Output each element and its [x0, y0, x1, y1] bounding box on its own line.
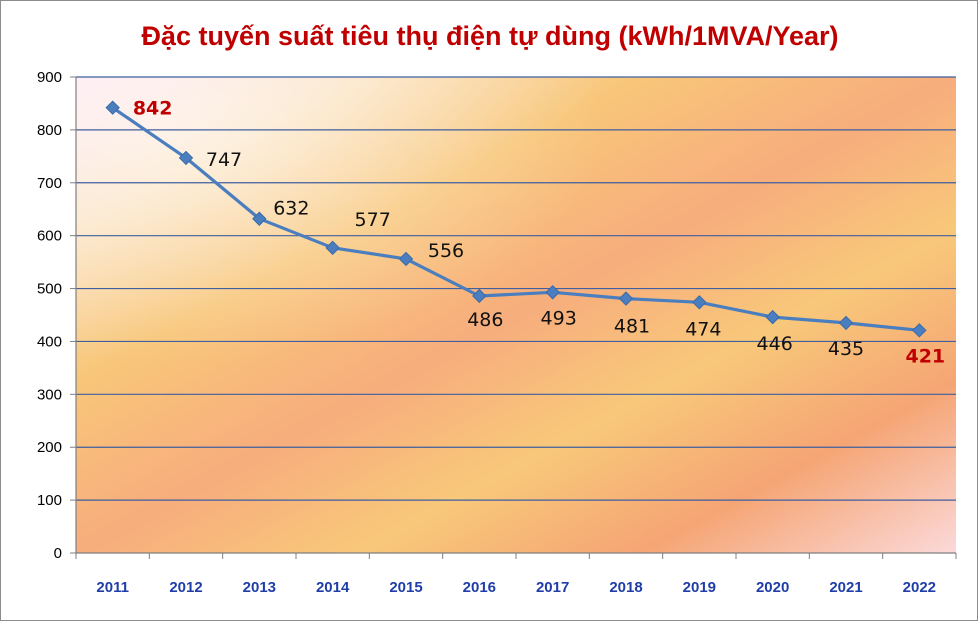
y-axis-tick-labels: 0 100 200 300 400 500 600 700 800 900: [37, 69, 62, 562]
data-markers: [105, 100, 927, 338]
x-tick-label: 2022: [903, 579, 936, 596]
x-tick-label: 2011: [96, 579, 129, 596]
y-tick-label: 100: [37, 492, 62, 509]
data-point-marker: [472, 288, 487, 304]
chart-title: Đặc tuyến suất tiêu thụ điện tự dùng (kW…: [141, 21, 838, 51]
x-tick-label: 2020: [756, 579, 789, 596]
data-point-marker: [618, 291, 634, 306]
series-line-path: [111, 106, 920, 332]
y-tick-label: 0: [54, 545, 62, 562]
data-labels: 842 747 632 577 556 486 493 481 474 446 435 421: [133, 98, 945, 368]
data-label: 446: [757, 333, 793, 355]
series-line: [111, 106, 920, 332]
data-point-marker: [912, 323, 927, 338]
x-tick-label: 2019: [683, 579, 716, 596]
x-tick-label: 2013: [243, 579, 276, 596]
data-label: 421: [905, 345, 945, 367]
y-tick-label: 200: [37, 439, 62, 456]
data-label: 435: [828, 338, 864, 360]
data-label: 481: [614, 316, 650, 338]
data-label: 632: [273, 198, 309, 220]
x-tick-label: 2015: [389, 579, 422, 596]
data-label: 747: [206, 149, 242, 171]
data-label: 842: [133, 98, 173, 120]
data-label: 577: [355, 209, 391, 231]
y-tick-label: 700: [37, 175, 62, 192]
data-label: 556: [428, 240, 464, 262]
data-label: 486: [467, 309, 503, 331]
x-tick-label: 2016: [463, 579, 496, 596]
axes: [70, 76, 957, 559]
y-tick-label: 900: [37, 69, 62, 86]
x-tick-label: 2014: [316, 579, 350, 596]
data-point-marker: [545, 285, 560, 300]
x-tick-label: 2021: [829, 579, 862, 596]
data-point-marker: [252, 211, 267, 226]
y-tick-label: 400: [37, 333, 62, 350]
data-point-marker: [692, 295, 707, 310]
data-point-marker: [178, 150, 194, 166]
y-tick-label: 800: [37, 122, 62, 139]
data-point-marker: [838, 315, 854, 331]
y-tick-label: 300: [37, 386, 62, 403]
gridlines: [76, 76, 956, 501]
data-label: 474: [685, 318, 721, 340]
x-tick-label: 2012: [169, 579, 202, 596]
data-point-marker: [105, 100, 120, 115]
y-tick-label: 600: [37, 228, 62, 245]
data-point-marker: [398, 251, 414, 267]
data-point-marker: [325, 240, 340, 256]
data-label: 493: [541, 307, 577, 329]
plot-area-glow: [76, 77, 956, 553]
x-axis-tick-labels: 2011 2012 2013 2014 2015 2016 2017 2018 2019 2020…: [96, 579, 936, 596]
x-tick-label: 2018: [609, 579, 642, 596]
data-point-marker: [765, 309, 780, 325]
x-tick-label: 2017: [536, 579, 569, 596]
y-tick-label: 500: [37, 281, 62, 298]
